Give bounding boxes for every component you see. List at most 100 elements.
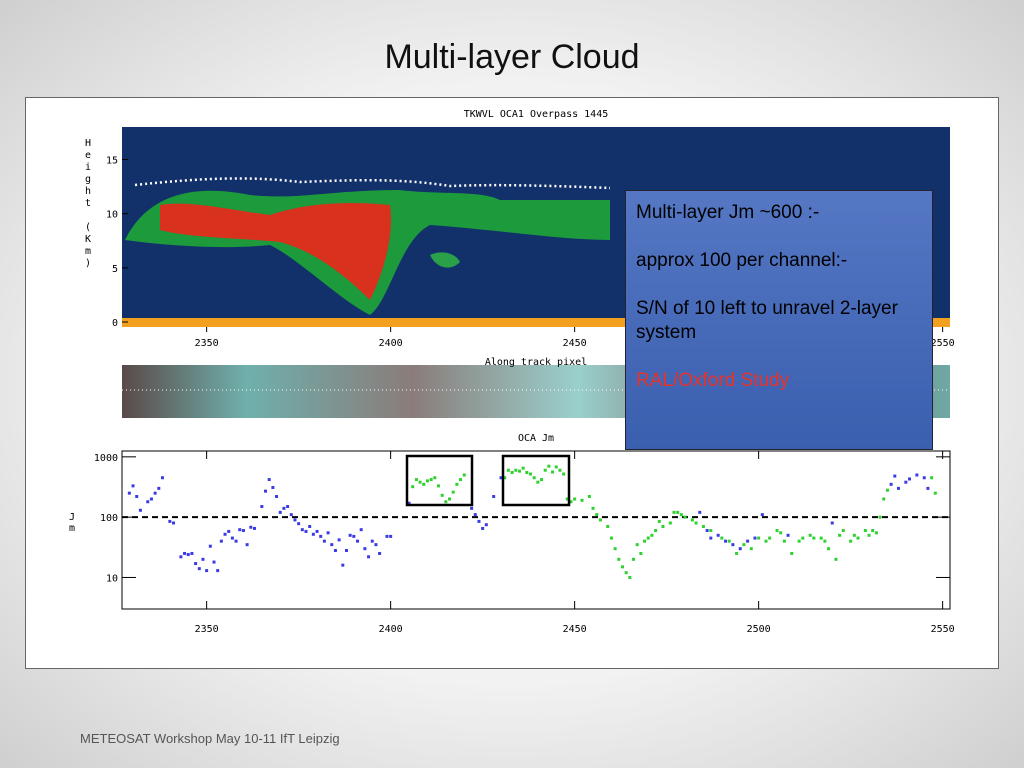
point <box>720 536 724 540</box>
point <box>341 563 345 567</box>
y-axis-label: Jm <box>67 512 78 534</box>
point <box>422 482 426 486</box>
point <box>238 528 242 532</box>
point <box>223 532 227 536</box>
point <box>709 536 713 540</box>
point <box>683 515 687 519</box>
point <box>411 485 415 489</box>
x-tick-label: 2400 <box>379 338 403 349</box>
point <box>930 476 934 480</box>
point <box>672 510 676 514</box>
point <box>252 526 256 530</box>
point <box>374 543 378 547</box>
callout-text: RAL/Oxford Study <box>636 370 790 391</box>
point <box>208 544 212 548</box>
point <box>216 569 220 573</box>
point <box>863 529 867 533</box>
point <box>326 531 330 535</box>
point <box>267 478 271 482</box>
point <box>525 471 529 475</box>
point <box>849 539 853 543</box>
point <box>768 536 772 540</box>
point <box>856 536 860 540</box>
point <box>624 571 628 575</box>
point <box>514 468 518 472</box>
point <box>212 560 216 564</box>
point <box>753 536 757 540</box>
point <box>506 468 510 472</box>
point <box>241 529 245 533</box>
point <box>551 470 555 474</box>
point <box>149 497 153 501</box>
point <box>459 478 463 482</box>
point <box>352 534 356 538</box>
point <box>304 529 308 533</box>
point <box>779 531 783 535</box>
point <box>131 484 135 488</box>
point <box>709 529 713 533</box>
point <box>230 536 234 540</box>
point <box>308 524 312 528</box>
callout-text: Multi-layer Jm ~600 :- <box>636 202 820 223</box>
cloud-layer <box>430 252 460 268</box>
point <box>503 476 507 480</box>
point <box>628 575 632 579</box>
point <box>521 466 525 470</box>
point <box>183 551 187 555</box>
x-tick-label: 2350 <box>195 624 219 635</box>
point <box>190 551 194 555</box>
point <box>385 534 389 538</box>
point <box>878 515 882 519</box>
point <box>587 495 591 499</box>
point <box>904 480 908 484</box>
point <box>775 529 779 533</box>
point <box>620 565 624 569</box>
point <box>606 524 610 528</box>
x-tick-label: 2400 <box>379 624 403 635</box>
point <box>536 480 540 484</box>
point <box>838 533 842 537</box>
highlight-box <box>501 454 571 507</box>
point <box>742 543 746 547</box>
point <box>418 480 422 484</box>
point <box>801 536 805 540</box>
x-tick-label: 2450 <box>563 624 587 635</box>
point <box>874 531 878 535</box>
cloud-top <box>134 177 611 190</box>
point <box>425 479 429 483</box>
point <box>823 539 827 543</box>
point <box>867 533 871 537</box>
point <box>179 555 183 559</box>
point <box>573 497 577 501</box>
point <box>716 533 720 537</box>
point <box>782 539 786 543</box>
point <box>532 476 536 480</box>
point <box>882 497 886 501</box>
point <box>282 506 286 510</box>
point <box>808 533 812 537</box>
point <box>852 533 856 537</box>
point <box>724 539 728 543</box>
y-axis-label: Height (Km) <box>83 138 94 270</box>
y-tick-label: 5 <box>112 264 118 275</box>
point <box>197 567 201 571</box>
point <box>562 472 566 476</box>
point <box>300 528 304 532</box>
y-tick-label: 100 <box>100 513 118 524</box>
point <box>933 491 937 495</box>
point <box>827 547 831 551</box>
point <box>735 551 739 555</box>
point <box>160 476 164 480</box>
point <box>609 536 613 540</box>
point <box>311 532 315 536</box>
point <box>760 513 764 517</box>
point <box>786 533 790 537</box>
point <box>448 497 452 501</box>
point <box>543 468 547 472</box>
point <box>510 471 514 475</box>
point <box>565 497 569 501</box>
point <box>893 474 897 478</box>
point <box>889 482 893 486</box>
point <box>330 543 334 547</box>
point <box>260 505 264 509</box>
